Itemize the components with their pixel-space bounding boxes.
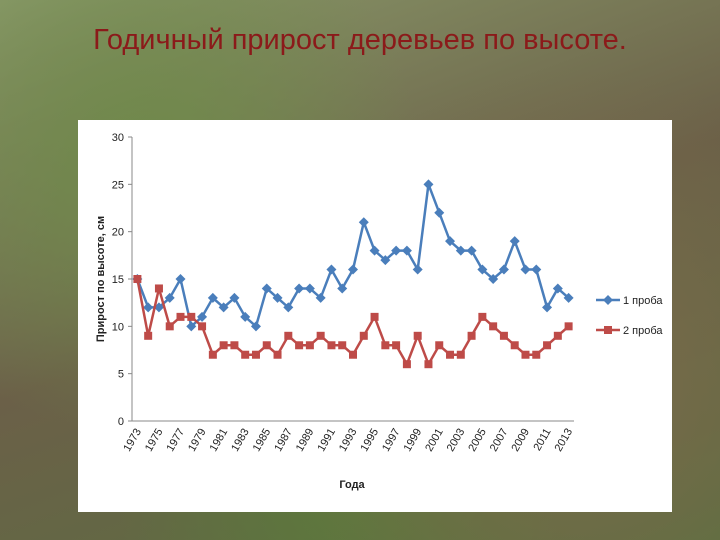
point	[391, 245, 402, 256]
point	[349, 350, 357, 359]
point	[564, 322, 573, 331]
point	[553, 331, 562, 340]
point	[381, 341, 390, 350]
point	[198, 322, 207, 331]
x-axis-label: Года	[339, 479, 365, 491]
legend-label: 1 проба	[623, 295, 663, 307]
point	[262, 341, 271, 350]
point	[455, 245, 466, 256]
point	[412, 264, 423, 275]
point	[143, 302, 154, 313]
point	[348, 264, 358, 275]
legend-marker	[604, 326, 612, 334]
point	[423, 179, 434, 190]
point	[197, 311, 208, 322]
point	[230, 341, 239, 350]
point	[295, 341, 304, 350]
point	[294, 283, 305, 294]
point	[424, 360, 433, 369]
point	[489, 322, 498, 331]
point	[370, 312, 379, 321]
point	[531, 264, 542, 275]
y-tick-label: 20	[112, 227, 124, 239]
y-axis-label: Прирост по высоте, см	[95, 216, 107, 342]
point	[154, 284, 163, 293]
point	[434, 207, 445, 218]
point	[392, 341, 401, 350]
point	[283, 302, 294, 313]
point	[543, 341, 552, 350]
point	[488, 274, 499, 284]
point	[358, 217, 369, 228]
point	[316, 331, 325, 340]
point	[208, 350, 217, 359]
point	[305, 341, 314, 350]
y-tick-label: 25	[112, 179, 124, 191]
point	[326, 264, 337, 275]
point	[542, 302, 553, 313]
point	[402, 360, 411, 369]
point	[466, 245, 477, 256]
point	[327, 341, 336, 350]
point	[241, 350, 250, 359]
point	[284, 331, 293, 340]
point	[552, 283, 563, 294]
point	[498, 264, 509, 275]
slide-title: Годичный прирост деревьев по высоте.	[0, 22, 720, 58]
point	[240, 311, 251, 322]
point	[261, 283, 272, 294]
y-tick-label: 15	[112, 274, 124, 286]
point	[250, 321, 261, 332]
point	[251, 350, 260, 359]
point	[510, 341, 519, 350]
point	[401, 245, 412, 256]
legend-marker	[603, 295, 613, 305]
point	[218, 302, 229, 313]
point	[445, 236, 456, 247]
point	[273, 350, 282, 359]
point	[446, 350, 455, 359]
point	[435, 341, 444, 350]
y-tick-label: 5	[118, 369, 124, 381]
y-tick-label: 0	[118, 416, 124, 428]
point	[165, 322, 174, 331]
point	[315, 292, 326, 303]
point	[133, 275, 142, 283]
point	[413, 331, 422, 340]
point	[359, 331, 368, 340]
point	[175, 274, 186, 284]
point	[229, 292, 240, 303]
point	[176, 312, 185, 321]
point	[477, 264, 488, 275]
point	[337, 283, 348, 294]
point	[520, 264, 531, 275]
point	[521, 350, 530, 359]
point	[304, 283, 315, 294]
point	[478, 312, 487, 321]
title-text: Годичный прирост деревьев по высоте.	[93, 24, 627, 56]
point	[532, 350, 541, 359]
y-tick-label: 30	[112, 132, 124, 144]
point	[338, 341, 347, 350]
point	[187, 312, 196, 321]
legend-label: 2 проба	[623, 325, 663, 337]
point	[467, 331, 476, 340]
point	[207, 292, 218, 303]
point	[369, 245, 380, 256]
point	[509, 236, 520, 247]
y-tick-label: 10	[112, 321, 124, 333]
point	[499, 331, 508, 340]
point	[186, 321, 197, 332]
point	[272, 292, 283, 303]
point	[219, 341, 228, 350]
point	[563, 292, 574, 303]
point	[144, 331, 153, 340]
point	[456, 350, 465, 359]
point	[380, 255, 391, 266]
point	[164, 292, 175, 303]
